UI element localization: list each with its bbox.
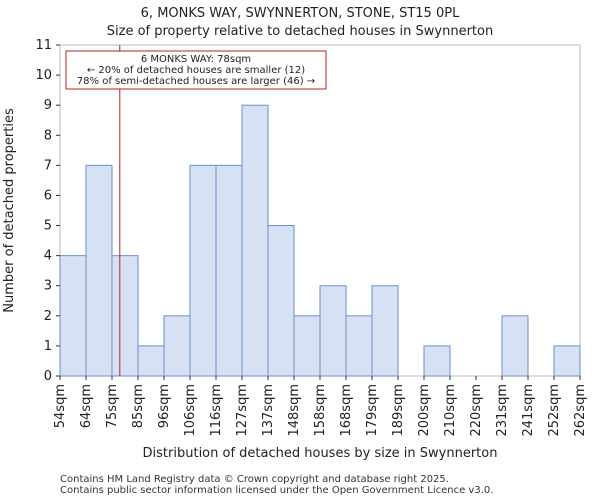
annotation-line-1: 6 MONKS WAY: 78sqm [141, 54, 251, 65]
chart-subtitle: Size of property relative to detached ho… [106, 24, 494, 39]
histogram-bar [345, 315, 373, 377]
x-tick-label: 189sqm [391, 384, 406, 437]
y-tick-label: 3 [44, 279, 52, 294]
x-tick-label: 106sqm [183, 384, 198, 437]
histogram-bar [189, 164, 217, 377]
x-tick-label: 116sqm [209, 384, 224, 437]
y-tick-label: 4 [44, 249, 52, 264]
annotation-line-3: 78% of semi-detached houses are larger (… [77, 76, 315, 87]
histogram-bar [163, 315, 191, 377]
x-tick-label: 64sqm [79, 384, 94, 428]
x-tick-label: 200sqm [417, 384, 432, 437]
x-tick-label: 210sqm [443, 384, 458, 437]
y-tick-label: 11 [35, 38, 52, 53]
x-tick-label: 262sqm [573, 384, 588, 437]
x-tick-label: 127sqm [235, 384, 250, 437]
x-axis-label: Distribution of detached houses by size … [143, 446, 498, 461]
y-tick-label: 6 [44, 188, 52, 203]
histogram-bar [241, 104, 269, 377]
y-tick-label: 2 [44, 309, 52, 324]
y-tick-label: 9 [44, 98, 52, 113]
footer-line-2: Contains public sector information licen… [60, 485, 494, 496]
histogram-bar [423, 345, 451, 377]
y-tick-label: 8 [44, 128, 52, 143]
histogram-bar [59, 255, 87, 377]
footer-line-1: Contains HM Land Registry data © Crown c… [60, 474, 449, 485]
histogram-bar [111, 255, 139, 377]
x-tick-label: 54sqm [53, 384, 68, 428]
histogram-bar [553, 345, 581, 377]
x-tick-label: 148sqm [287, 384, 302, 437]
histogram-bar [215, 164, 243, 377]
x-tick-label: 85sqm [131, 384, 146, 428]
x-tick-label: 252sqm [547, 384, 562, 437]
annotation-line-2: ← 20% of detached houses are smaller (12… [87, 65, 305, 76]
histogram-bar [371, 285, 399, 377]
x-tick-label: 168sqm [339, 384, 354, 437]
histogram-bar [85, 164, 113, 377]
annotation-box [65, 50, 327, 90]
y-tick-label: 5 [44, 219, 52, 234]
x-tick-label: 158sqm [313, 384, 328, 437]
y-tick-label: 0 [44, 369, 52, 384]
chart-title: 6, MONKS WAY, SWYNNERTON, STONE, ST15 0P… [140, 6, 460, 21]
histogram-bar [137, 345, 165, 377]
histogram-bar [319, 285, 347, 377]
x-tick-label: 96sqm [157, 384, 172, 428]
y-axis-label: Number of detached properties [2, 108, 17, 313]
histogram-bar [501, 315, 529, 377]
y-tick-label: 7 [44, 158, 52, 173]
x-tick-label: 231sqm [495, 384, 510, 437]
x-tick-label: 75sqm [105, 384, 120, 428]
histogram-bar [267, 225, 295, 377]
x-tick-label: 241sqm [521, 384, 536, 437]
y-tick-label: 1 [44, 339, 52, 354]
x-tick-label: 137sqm [261, 384, 276, 437]
y-tick-label: 10 [35, 68, 52, 83]
x-tick-label: 220sqm [469, 384, 484, 437]
x-tick-label: 179sqm [365, 384, 380, 437]
histogram-bar [293, 315, 321, 377]
